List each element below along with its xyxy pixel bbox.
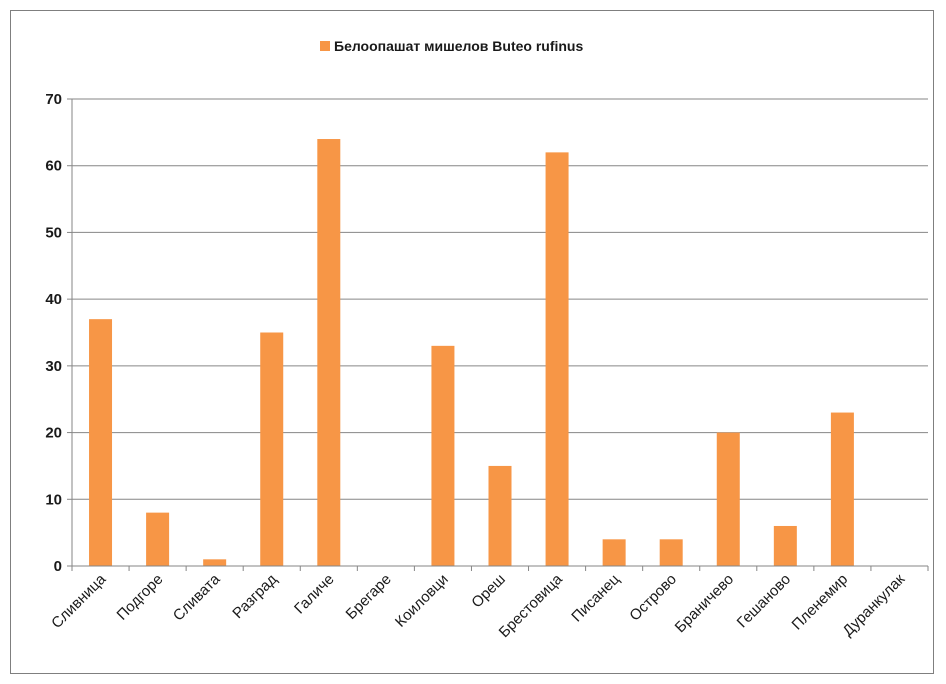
bar [89, 319, 113, 566]
y-tick-label: 0 [54, 558, 62, 575]
x-tick-label: Подгоре [114, 571, 167, 624]
x-tick-label: Писанец [568, 571, 623, 626]
x-tick-label: Браничево [672, 571, 737, 636]
bar [545, 152, 569, 566]
bar [317, 139, 341, 566]
x-tick-label: Острово [626, 571, 680, 625]
gridlines [67, 98, 928, 567]
x-tick-label: Гешаново [734, 571, 795, 632]
y-tick-label: 30 [45, 358, 62, 375]
bar [716, 432, 740, 566]
legend-swatch [320, 41, 330, 51]
x-tick-label: Ореш [468, 571, 509, 612]
y-tick-label: 20 [45, 425, 62, 442]
bar [488, 465, 512, 566]
x-tick-label: Разград [229, 571, 280, 622]
bar [203, 559, 227, 566]
y-tick-label: 40 [45, 291, 62, 308]
bar [260, 332, 284, 566]
y-tick-label: 50 [45, 224, 62, 241]
x-tick-labels: Сливница Подгоре Сливата Разград Галиче Брега… [48, 566, 929, 641]
bar [146, 512, 170, 566]
bar [431, 345, 455, 566]
y-tick-labels: 0 10 20 30 40 50 60 70 [45, 91, 62, 575]
x-tick-label: Коиловци [392, 571, 452, 631]
y-tick-label: 10 [45, 491, 62, 508]
legend: Белоопашат мишелов Buteo rufinus [320, 38, 583, 54]
y-tick-label: 60 [45, 158, 62, 175]
bars [89, 139, 854, 566]
x-tick-label: Галиче [291, 571, 338, 618]
bar [773, 525, 797, 566]
x-tick-label: Сливата [170, 570, 224, 624]
legend-label: Белоопашат мишелов Buteo rufinus [334, 38, 583, 54]
y-tick-label: 70 [45, 91, 62, 108]
x-tick-label: Сливница [48, 570, 110, 632]
x-tick-label: Брегаре [343, 571, 395, 623]
axes [71, 99, 928, 567]
bar [659, 539, 683, 566]
x-tick-label: Дуранкулак [839, 571, 908, 640]
bar [830, 412, 854, 566]
bar [602, 539, 626, 566]
